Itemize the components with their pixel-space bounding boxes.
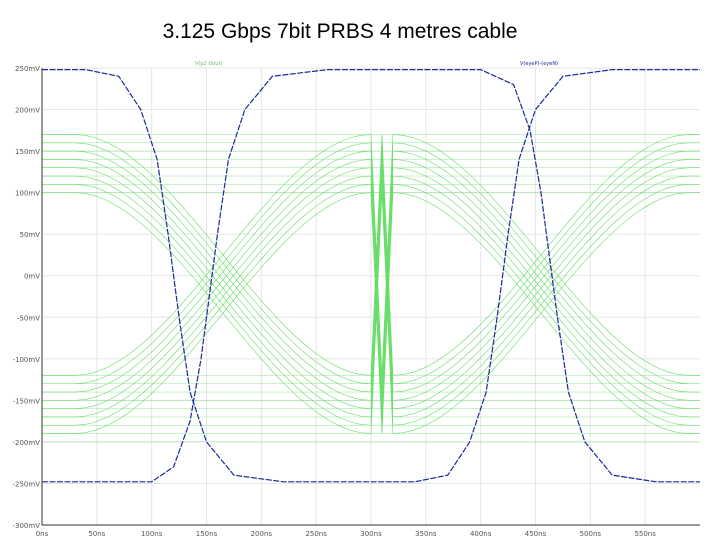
y-tick-label: 150mV: [15, 148, 40, 156]
chart-title: 3.125 Gbps 7bit PRBS 4 metres cable: [162, 20, 518, 43]
y-tick-label: 50mV: [19, 231, 40, 239]
x-tick-label: 550ns: [634, 530, 656, 538]
clock-traces-layer: [42, 69, 700, 483]
y-tick-label: -50mV: [17, 314, 40, 322]
x-tick-label: 300ns: [360, 530, 382, 538]
data-traces-layer: [42, 134, 700, 443]
axes: 250mV 200mV 150mV 100mV 50mV 0mV -50mV -100mV -1…: [13, 65, 700, 538]
y-tick-label: -100mV: [13, 356, 41, 364]
y-tick-label: -250mV: [13, 480, 41, 488]
y-tick-label: 100mV: [15, 190, 40, 198]
x-tick-label: 0ns: [36, 530, 49, 538]
eye-diagram-chart: 250mV 200mV 150mV 100mV 50mV 0mV -50mV -100mV -1…: [0, 60, 720, 540]
x-tick-label: 450ns: [525, 530, 547, 538]
x-tick-label: 200ns: [251, 530, 273, 538]
x-tick-label: 50ns: [88, 530, 105, 538]
eye-diagram-svg: 250mV 200mV 150mV 100mV 50mV 0mV -50mV -100mV -1…: [13, 61, 700, 538]
y-tick-label: 0mV: [24, 273, 40, 281]
legend-left: V(p2 Oout): [195, 61, 222, 67]
x-tick-label: 150ns: [196, 530, 218, 538]
y-tick-label: -300mV: [13, 522, 41, 530]
x-tick-label: 100ns: [141, 530, 163, 538]
x-tick-label: 250ns: [305, 530, 327, 538]
y-tick-label: -200mV: [13, 439, 41, 447]
x-tick-label: 400ns: [470, 530, 492, 538]
x-tick-label: 500ns: [580, 530, 602, 538]
legend-right: V(eyeP)-(eyeN): [520, 61, 558, 67]
y-tick-label: 250mV: [15, 65, 40, 73]
x-tick-label: 350ns: [415, 530, 437, 538]
y-tick-label: -150mV: [13, 397, 41, 405]
clock-trace-line: [42, 69, 700, 483]
clock-trace-line: [42, 69, 700, 483]
y-tick-label: 200mV: [15, 107, 40, 115]
